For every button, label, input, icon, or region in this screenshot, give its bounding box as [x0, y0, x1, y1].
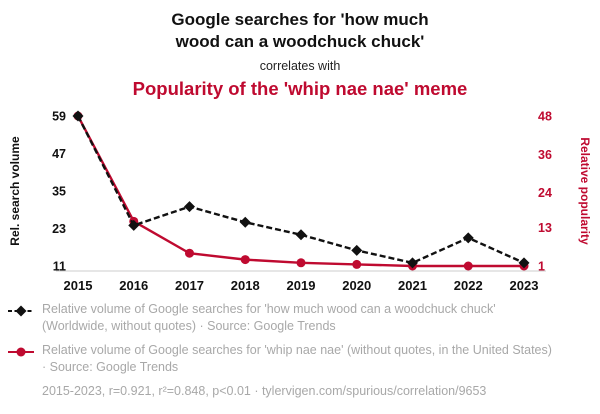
x-tick-label: 2020 [342, 278, 371, 293]
data-point-diamond [239, 216, 251, 228]
left-tick-label: 35 [52, 185, 66, 199]
circle-marker-icon [8, 347, 34, 357]
data-point-circle [185, 248, 194, 258]
chart-plot: 59 47 35 23 11 48 36 24 13 1 2015 2016 2017 2018 2019 2… [52, 110, 552, 294]
x-tick-label: 2023 [510, 278, 539, 293]
chart-subtitle: Popularity of the 'whip nae nae' meme [132, 77, 468, 99]
left-tick-label: 59 [52, 110, 66, 124]
data-point-circle [352, 259, 362, 269]
left-tick-label: 23 [52, 222, 66, 236]
chart-title-line2: wood can a woodchuck chuck' [175, 31, 425, 51]
diamond-marker-icon [8, 305, 34, 317]
chart-legend: Relative volume of Google searches for '… [8, 301, 594, 383]
chart-title: Google searches for 'how much wood can a… [0, 9, 600, 53]
data-point-diamond [72, 110, 84, 122]
right-tick-label: 24 [538, 186, 552, 200]
data-point-diamond [462, 232, 474, 244]
x-tick-label: 2018 [231, 278, 260, 293]
legend-item-whip-nae-nae: Relative volume of Google searches for '… [8, 342, 594, 376]
data-point-diamond [351, 244, 363, 256]
x-tick-label: 2015 [64, 278, 93, 293]
x-tick-label: 2017 [175, 278, 204, 293]
data-point-circle [240, 255, 250, 265]
right-tick-label: 13 [538, 221, 552, 235]
data-point-circle [463, 261, 473, 271]
data-point-diamond [128, 219, 140, 231]
legend-text: Relative volume of Google searches for '… [42, 302, 496, 333]
x-tick-label: 2016 [119, 278, 148, 293]
data-point-diamond [295, 229, 307, 241]
data-point-diamond [184, 201, 195, 213]
footer-citation: 2015-2023, r=0.921, r²=0.848, p<0.01 · t… [42, 384, 487, 398]
right-tick-label: 48 [538, 110, 552, 124]
chart-title-line1: Google searches for 'how much [171, 10, 429, 29]
legend-text: Relative volume of Google searches for '… [42, 342, 552, 374]
correlates-with-label: correlates with [259, 58, 341, 73]
data-point-circle [296, 258, 306, 268]
x-tick-label: 2019 [287, 278, 316, 293]
left-tick-label: 47 [52, 147, 66, 161]
left-tick-label: 11 [53, 260, 66, 274]
chart-header: Google searches for 'how much wood can a… [0, 9, 600, 100]
right-tick-label: 1 [538, 260, 545, 274]
right-tick-label: 36 [538, 148, 552, 162]
legend-item-woodchuck: Relative volume of Google searches for '… [8, 301, 594, 335]
x-tick-label: 2022 [454, 278, 483, 293]
data-point-diamond [407, 257, 418, 269]
diamond-series-line [76, 115, 525, 265]
data-point-diamond [518, 257, 530, 269]
x-tick-label: 2021 [398, 278, 427, 293]
